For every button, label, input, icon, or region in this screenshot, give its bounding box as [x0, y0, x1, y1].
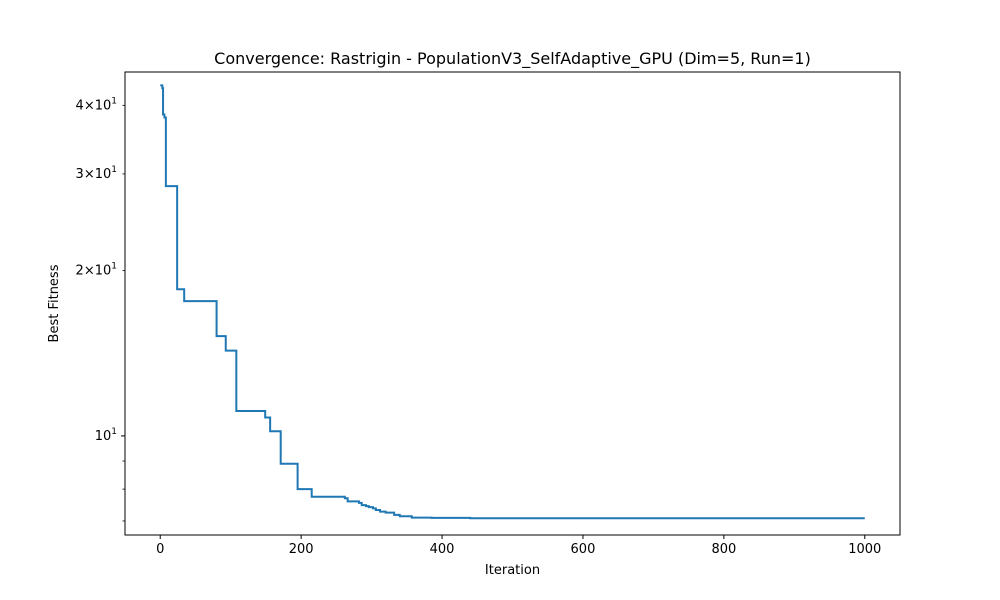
y-tick-times: ×	[84, 98, 95, 113]
chart-title: Convergence: Rastrigin - PopulationV3_Se…	[214, 49, 811, 69]
y-tick-coef: 2	[76, 264, 84, 279]
y-tick-base: 10	[95, 429, 112, 444]
y-tick-coef: 3	[76, 167, 84, 182]
x-tick-label: 400	[430, 542, 455, 557]
y-tick-coef: 4	[76, 98, 84, 113]
y-tick-base: 10	[95, 98, 112, 113]
series-line-1	[160, 84, 865, 520]
y-tick-base: 10	[95, 264, 112, 279]
x-tick-label: 800	[711, 542, 736, 557]
y-tick-exponent: 1	[111, 165, 117, 175]
y-tick-label: 3×101	[76, 165, 117, 182]
y-tick-exponent: 1	[111, 262, 117, 272]
x-tick-label: 1000	[848, 542, 881, 557]
x-axis-label: Iteration	[485, 563, 540, 578]
x-axis: 0 200 400 600 800 1000	[156, 535, 881, 557]
y-tick-exponent: 1	[111, 427, 117, 437]
x-tick-label: 200	[289, 542, 314, 557]
y-axis-label: Best Fitness	[47, 264, 62, 342]
x-tick-label: 0	[156, 542, 164, 557]
plot-frame	[124, 71, 901, 536]
y-tick-times: ×	[84, 167, 95, 182]
x-tick-label: 600	[571, 542, 596, 557]
y-tick-times: ×	[84, 264, 95, 279]
y-tick-base: 10	[95, 167, 112, 182]
y-tick-exponent: 1	[111, 96, 117, 106]
plot-area	[160, 84, 865, 520]
y-tick-label: 4×101	[76, 96, 117, 113]
y-tick-label: 101	[95, 427, 117, 444]
y-tick-label: 2×101	[76, 262, 117, 279]
